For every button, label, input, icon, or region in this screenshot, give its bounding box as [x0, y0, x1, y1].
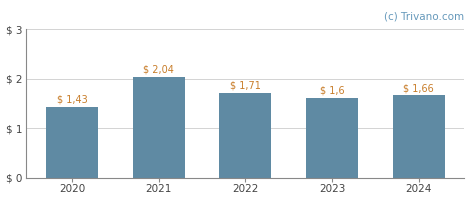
- Text: $ 1,43: $ 1,43: [57, 94, 87, 104]
- Bar: [46, 107, 98, 178]
- Text: $ 1,6: $ 1,6: [320, 86, 344, 96]
- Bar: [133, 77, 185, 178]
- Text: $ 2,04: $ 2,04: [143, 64, 174, 74]
- Text: $ 1,71: $ 1,71: [230, 81, 261, 91]
- Bar: [392, 95, 445, 178]
- Text: $ 1,66: $ 1,66: [403, 83, 434, 93]
- Bar: [306, 98, 358, 178]
- Text: (c) Trivano.com: (c) Trivano.com: [384, 12, 464, 22]
- Bar: [219, 93, 271, 178]
